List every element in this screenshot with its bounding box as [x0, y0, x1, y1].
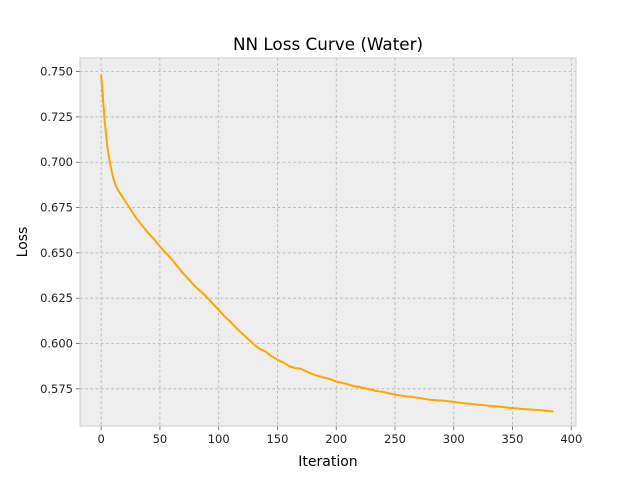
y-tick-label: 0.725	[40, 110, 73, 124]
grid	[80, 58, 576, 426]
y-tick-label: 0.625	[40, 291, 73, 305]
y-tick-label: 0.750	[40, 65, 73, 79]
x-tick-label: 300	[443, 432, 465, 446]
y-tick-label: 0.700	[40, 155, 73, 169]
x-tick-label: 350	[502, 432, 524, 446]
plot-background	[80, 58, 576, 426]
x-tick-label: 200	[325, 432, 347, 446]
x-tick-label: 0	[97, 432, 104, 446]
axis-ticks: 0 50 100 150 200 250 300 350 400 0.575 0.600 0.625 0…	[40, 65, 582, 446]
x-tick-label: 100	[208, 432, 230, 446]
x-tick-label: 400	[560, 432, 582, 446]
chart-title: NN Loss Curve (Water)	[233, 34, 423, 54]
series	[100, 74, 554, 413]
x-axis-label: Iteration	[298, 454, 357, 470]
y-tick-label: 0.675	[40, 201, 73, 215]
y-tick-label: 0.650	[40, 246, 73, 260]
x-tick-label: 150	[266, 432, 288, 446]
y-tick-label: 0.600	[40, 337, 73, 351]
loss-series-line	[100, 74, 554, 413]
y-tick-label: 0.575	[40, 382, 73, 396]
y-axis-label: Loss	[15, 227, 31, 258]
x-tick-label: 250	[384, 432, 406, 446]
x-tick-label: 50	[153, 432, 168, 446]
plot-frame	[79, 57, 577, 427]
